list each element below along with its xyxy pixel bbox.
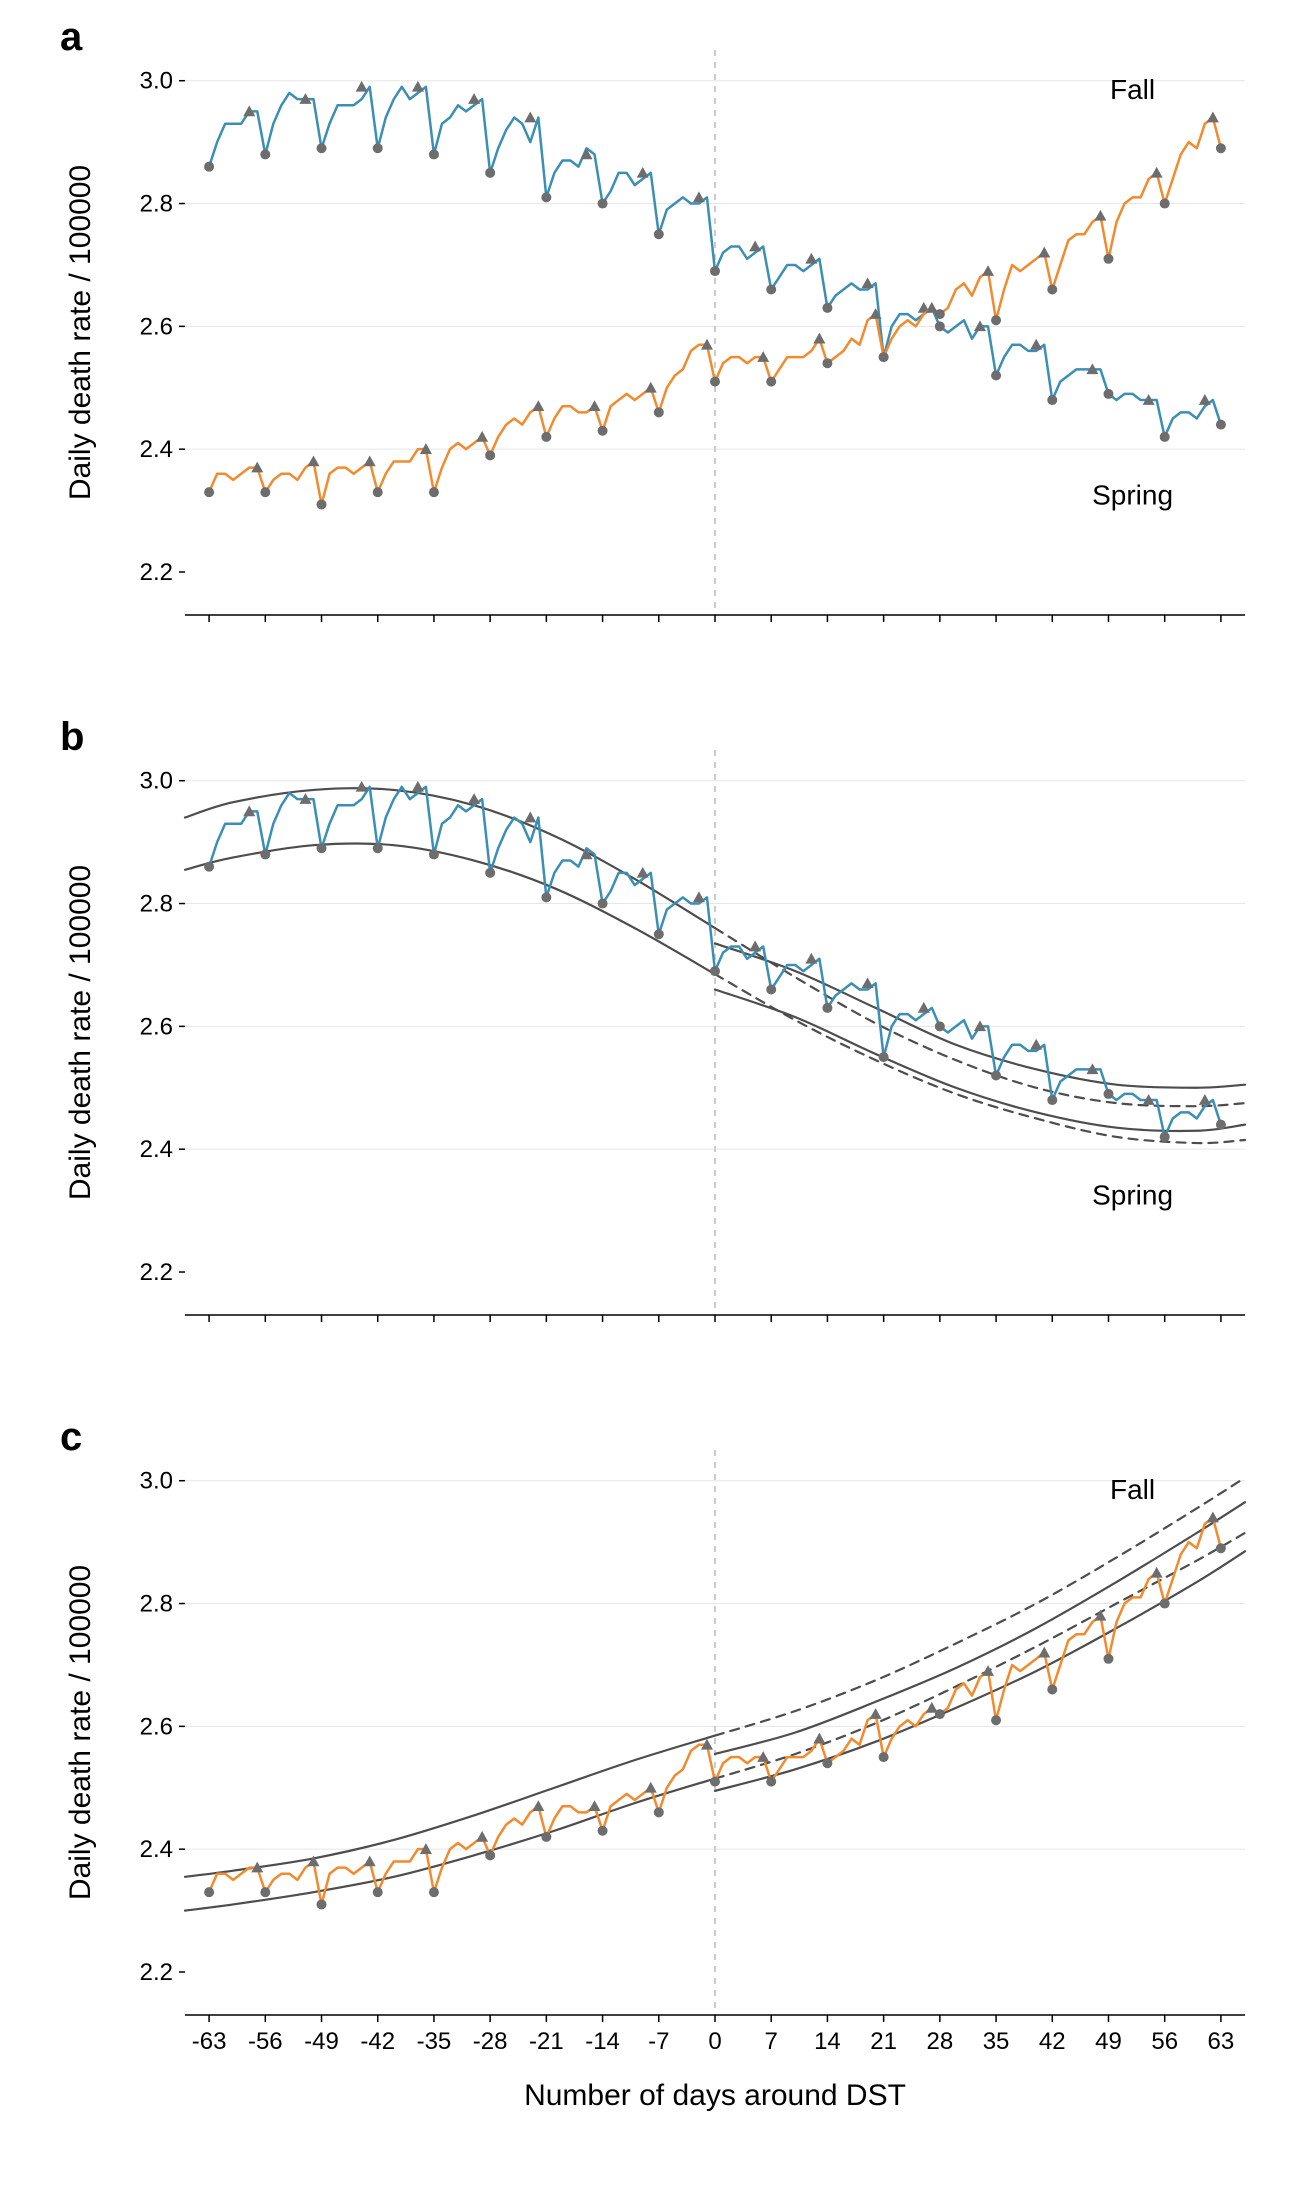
svg-text:2.4: 2.4 [140,1136,173,1163]
svg-text:Spring: Spring [1092,479,1173,510]
panel-label-a: a [60,15,82,60]
svg-text:2.6: 2.6 [140,1713,173,1740]
svg-text:Number of days around DST: Number of days around DST [524,2079,906,2112]
svg-text:Fall: Fall [1110,74,1155,105]
svg-text:-63: -63 [192,2028,227,2055]
svg-text:2.8: 2.8 [140,891,173,918]
svg-text:42: 42 [1039,2028,1066,2055]
svg-text:2.4: 2.4 [140,1836,173,1863]
svg-text:63: 63 [1208,2028,1235,2055]
figure: a b c 2.2 2.4 2.6 2.8 3.0 Daily death rate / … [0,0,1293,2211]
svg-text:-56: -56 [248,2028,283,2055]
charts-svg: 2.2 2.4 2.6 2.8 3.0 Daily death rate / 100000… [0,0,1293,2211]
svg-text:-7: -7 [648,2028,669,2055]
svg-text:-49: -49 [304,2028,339,2055]
svg-text:2.4: 2.4 [140,436,173,463]
svg-text:3.0: 3.0 [140,68,173,95]
svg-text:3.0: 3.0 [140,1468,173,1495]
svg-text:2.2: 2.2 [140,1959,173,1986]
svg-text:-35: -35 [417,2028,452,2055]
svg-text:3.0: 3.0 [140,768,173,795]
svg-text:-21: -21 [529,2028,564,2055]
svg-text:56: 56 [1151,2028,1178,2055]
svg-text:7: 7 [765,2028,778,2055]
svg-text:Daily death rate / 100000: Daily death rate / 100000 [64,165,97,500]
svg-text:2.6: 2.6 [140,1013,173,1040]
svg-text:Spring: Spring [1092,1179,1173,1210]
svg-text:-14: -14 [585,2028,620,2055]
svg-text:Fall: Fall [1110,1474,1155,1505]
svg-text:Daily death rate / 100000: Daily death rate / 100000 [64,1565,97,1900]
svg-text:-28: -28 [473,2028,508,2055]
svg-text:-42: -42 [360,2028,395,2055]
svg-text:2.6: 2.6 [140,313,173,340]
svg-text:49: 49 [1095,2028,1122,2055]
svg-text:21: 21 [870,2028,897,2055]
svg-text:0: 0 [708,2028,721,2055]
svg-text:14: 14 [814,2028,841,2055]
svg-text:2.8: 2.8 [140,1591,173,1618]
panel-label-b: b [60,715,84,760]
svg-text:Daily death rate / 100000: Daily death rate / 100000 [64,865,97,1200]
svg-text:2.8: 2.8 [140,191,173,218]
svg-text:28: 28 [926,2028,953,2055]
svg-text:2.2: 2.2 [140,1259,173,1286]
svg-text:35: 35 [983,2028,1010,2055]
svg-text:2.2: 2.2 [140,559,173,586]
panel-label-c: c [60,1415,82,1460]
